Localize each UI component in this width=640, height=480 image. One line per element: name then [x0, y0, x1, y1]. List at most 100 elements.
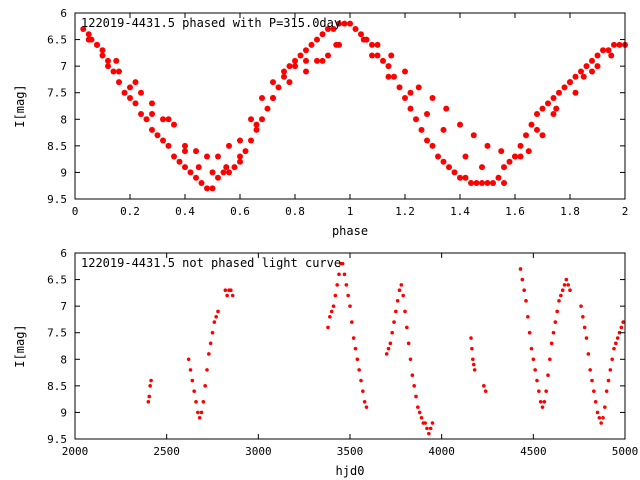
phased-data-point	[407, 89, 414, 96]
phased-data-point	[193, 174, 199, 181]
unphased-data-point	[194, 400, 198, 404]
phased-data-point	[360, 36, 367, 43]
phased-data-point	[330, 25, 337, 32]
phased-data-point	[605, 47, 612, 54]
phased-data-point	[567, 79, 573, 86]
phased-data-points	[80, 20, 628, 192]
phased-data-point	[85, 31, 92, 38]
unphased-y-tick-label: 6	[60, 247, 67, 260]
unphased-data-point	[601, 415, 605, 420]
phased-data-point	[160, 137, 166, 144]
phased-data-point	[374, 41, 381, 48]
unphased-data-point	[608, 368, 613, 372]
phased-data-point	[105, 57, 111, 64]
unphased-data-point	[405, 325, 409, 330]
phased-data-point	[248, 137, 254, 144]
phased-data-point	[470, 132, 477, 139]
phased-data-point	[484, 180, 491, 187]
unphased-data-point	[483, 389, 488, 393]
phased-data-point	[314, 57, 320, 64]
phased-data-point	[281, 73, 287, 80]
unphased-data-point	[538, 400, 543, 404]
unphased-data-point	[207, 352, 211, 356]
unphased-data-point	[197, 415, 202, 420]
unphased-data-point	[216, 309, 220, 314]
unphased-data-point	[399, 283, 404, 287]
phased-data-point	[539, 105, 546, 112]
phased-data-point	[226, 142, 232, 149]
phased-data-point	[572, 89, 579, 96]
phased-data-point	[209, 185, 216, 192]
unphased-data-point	[606, 378, 611, 383]
unphased-y-tick-label: 8	[60, 353, 67, 366]
phased-data-point	[402, 95, 408, 102]
phased-data-point	[160, 116, 166, 123]
unphased-data-point	[544, 389, 548, 393]
unphased-data-point	[619, 325, 624, 330]
phased-data-point	[253, 121, 260, 128]
phased-data-point	[215, 153, 221, 160]
phased-x-tick-label: 2	[622, 205, 629, 218]
phased-data-point	[99, 47, 106, 54]
phased-data-point	[358, 31, 364, 38]
unphased-data-point	[210, 330, 215, 335]
unphased-data-point	[614, 341, 618, 346]
phased-data-point	[127, 95, 133, 102]
phased-y-tick-label: 6.5	[47, 34, 67, 47]
unphased-data-point	[223, 288, 228, 293]
unphased-data-point	[403, 309, 407, 314]
phased-data-point	[143, 116, 150, 123]
unphased-data-point	[342, 272, 347, 277]
unphased-data-point	[599, 421, 603, 425]
unphased-data-point	[524, 299, 528, 303]
unphased-data-point	[395, 299, 400, 303]
phased-data-point	[248, 116, 254, 123]
unphased-y-tick-label: 6.5	[47, 274, 67, 287]
phased-y-tick-label: 8.5	[47, 140, 67, 153]
unphased-data-point	[384, 352, 389, 356]
phased-data-point	[149, 100, 155, 107]
phased-data-point	[132, 100, 139, 107]
phased-data-point	[580, 73, 587, 80]
phased-data-point	[281, 68, 287, 75]
unphased-data-point	[522, 288, 526, 293]
unphased-axis-ticks: 2000 2500 3000 3500 4000 4500 5000 6 6.5 7 7.5 8 8.5…	[47, 247, 638, 458]
unphased-data-point	[592, 389, 596, 393]
unphased-data-point	[328, 314, 332, 319]
unphased-data-point	[579, 304, 583, 308]
unphased-data-point	[353, 346, 358, 351]
unphased-data-point	[203, 384, 207, 388]
phased-data-point	[539, 132, 546, 139]
unphased-x-tick-label: 2500	[153, 445, 180, 458]
phased-data-point	[418, 126, 425, 133]
unphased-data-point	[430, 421, 435, 425]
unphased-data-point	[414, 394, 418, 399]
unphased-data-point	[472, 368, 477, 372]
phased-data-point	[259, 95, 265, 102]
phased-data-point	[275, 84, 282, 91]
phased-x-tick-label: 0.2	[120, 205, 140, 218]
unphased-data-point	[397, 288, 402, 293]
phased-data-point	[523, 132, 529, 139]
unphased-data-point	[208, 341, 213, 346]
unphased-data-point	[416, 405, 420, 409]
phased-data-point	[352, 25, 359, 32]
unphased-data-point	[612, 346, 616, 351]
phased-data-point	[388, 52, 395, 59]
phased-data-point	[553, 105, 560, 112]
phased-data-point	[297, 52, 304, 59]
unphased-data-point	[214, 314, 218, 319]
phased-data-point	[336, 20, 342, 27]
unphased-data-point	[564, 277, 569, 282]
unphased-data-point	[533, 368, 537, 372]
phased-data-point	[589, 57, 595, 64]
phased-data-point	[391, 73, 397, 80]
unphased-data-point	[597, 415, 602, 420]
phased-data-point	[138, 89, 144, 96]
phased-data-point	[583, 63, 590, 70]
phased-data-point	[242, 148, 249, 155]
unphased-data-point	[346, 293, 350, 298]
unphased-data-point	[529, 346, 534, 351]
phased-data-point	[385, 73, 392, 80]
